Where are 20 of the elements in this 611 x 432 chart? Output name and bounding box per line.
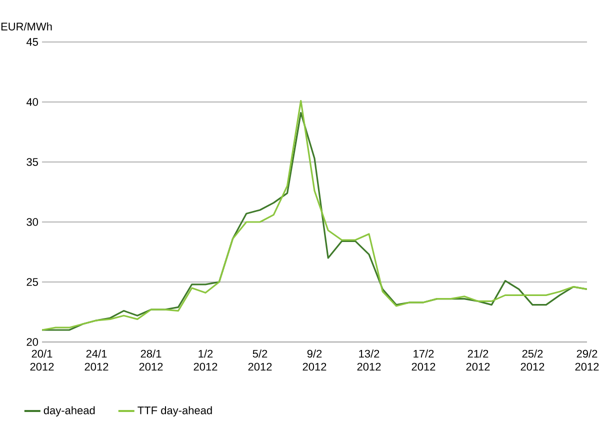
x-tick-label: 24/1 2012 [84, 350, 108, 371]
x-tick-label: 21/2 2012 [466, 350, 490, 371]
legend-label: TTF day-ahead [138, 406, 212, 416]
x-tick-label: 20/1 2012 [30, 350, 54, 371]
y-tick-label: 30 [26, 218, 38, 226]
legend-label: day-ahead [44, 406, 95, 416]
y-axis-title: EUR/MWh [1, 22, 52, 30]
y-tick-label: 45 [26, 38, 38, 46]
x-tick-label: 28/1 2012 [139, 350, 163, 371]
x-tick-label: 9/2 2012 [302, 350, 326, 371]
y-tick-label: 25 [26, 278, 38, 286]
y-tick-label: 35 [26, 158, 38, 166]
y-tick-label: 20 [26, 338, 38, 346]
x-tick-label: 13/2 2012 [357, 350, 381, 371]
y-tick-label: 40 [26, 98, 38, 106]
x-tick-label: 1/2 2012 [194, 350, 218, 371]
x-tick-label: 29/2 2012 [575, 350, 599, 371]
x-tick-label: 25/2 2012 [520, 350, 544, 371]
x-tick-label: 17/2 2012 [412, 350, 436, 371]
x-tick-label: 5/2 2012 [248, 350, 272, 371]
